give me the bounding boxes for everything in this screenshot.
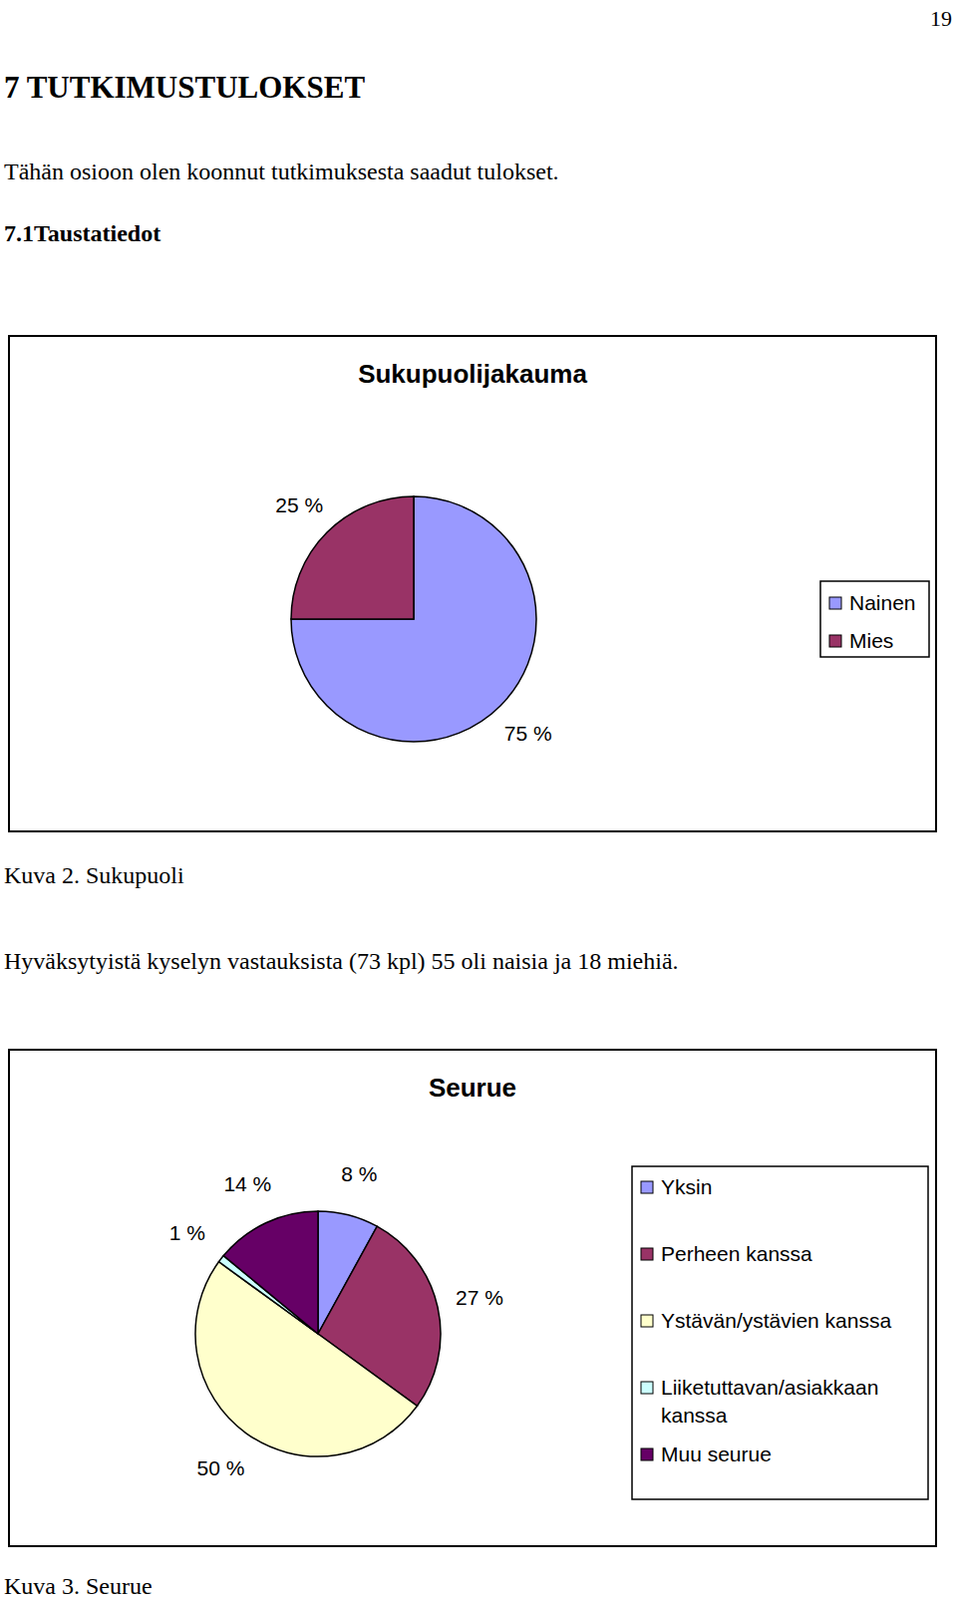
legend-swatch [640,1248,653,1261]
data-label: 75 % [504,721,553,745]
section-heading: 7.1Taustatiedot [3,220,161,247]
legend: Yksin Perheen kanssa Ystävän/ystävien kans… [632,1166,929,1500]
legend-swatch [640,1448,653,1461]
data-label: 1 % [169,1221,206,1245]
legend: Nainen Mies [820,581,930,657]
legend-label: Nainen [849,591,917,615]
legend-label: Liiketuttavan/asiakkaankanssa [660,1375,879,1427]
pie-slice [223,1211,319,1334]
pie-slice [291,496,537,742]
chart: Sukupuolijakauma 75 % 25 % Nainen Mies [8,335,937,832]
legend-label: Mies [849,629,894,652]
legend-label: Muu seurue [660,1442,772,1466]
data-label: 50 % [196,1456,245,1480]
caption: Kuva 2. Sukupuoli [3,862,185,889]
pie: 75 % 25 % [275,493,552,746]
chart-frame [8,1049,937,1547]
legend-label: Yksin [660,1175,712,1199]
chart-title: Seurue [428,1072,517,1103]
data-label: 25 % [275,493,323,517]
legend-swatch [640,1181,653,1194]
data-label: 8 % [340,1162,377,1186]
legend-swatch [829,635,842,647]
legend-swatch [829,597,842,610]
page: 19 7 TUTKIMUSTULOKSET Tähän osioon olen ko… [0,0,957,1600]
legend-label: Perheen kanssa [660,1242,813,1266]
chart-frame [8,335,937,832]
data-label: 14 % [223,1172,272,1196]
legend-swatch [640,1314,653,1327]
paragraph: Hyväksytyistä kyselyn vastauksista (73 k… [3,948,679,974]
legend-box [820,581,930,657]
data-label: 27 % [455,1285,504,1309]
heading: 7 TUTKIMUSTULOKSET [3,69,365,105]
pie: 8 % 27 % 50 % 1 % 14 % [169,1162,504,1480]
caption: Kuva 3. Seurue [3,1573,153,1599]
chart: Seurue 8 % 27 % 50 % 1 % 14 % Yksin Perheen kan… [8,1049,937,1547]
page-number: 19 [930,5,953,31]
intro-text: Tähän osioon olen koonnut tutkimuksesta … [3,158,560,185]
legend-swatch [640,1381,653,1394]
legend-label: Ystävän/ystävien kanssa [660,1308,892,1332]
chart-title: Sukupuolijakauma [357,358,588,389]
legend-box [632,1166,929,1500]
